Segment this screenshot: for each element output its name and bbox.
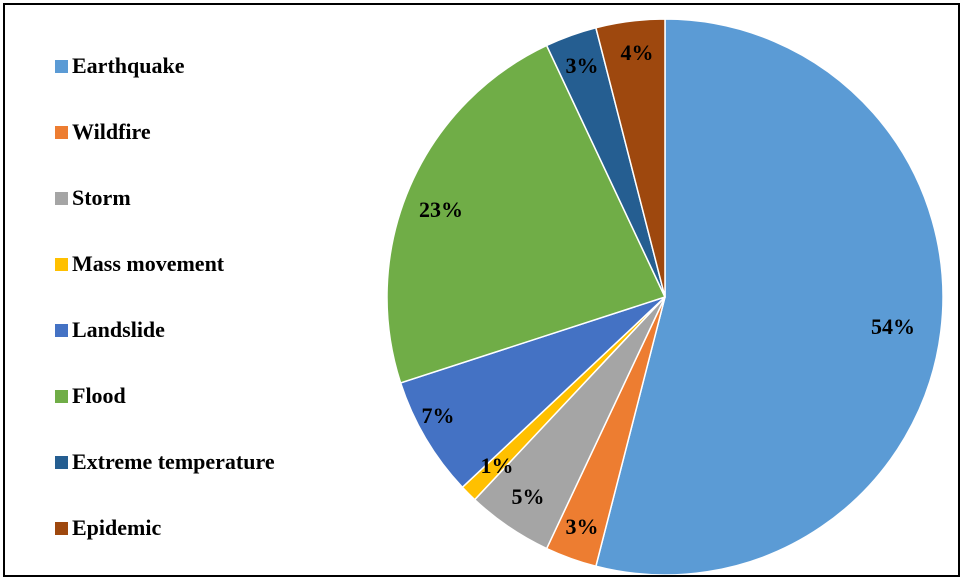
data-label-earthquake: 54% [871, 314, 915, 339]
data-label-mass-movement: 1% [481, 453, 514, 478]
legend-item-epidemic: Epidemic [55, 515, 161, 541]
legend-label: Epidemic [72, 515, 162, 540]
legend-label: Mass movement [72, 251, 225, 276]
legend-item-mass-movement: Mass movement [55, 251, 224, 277]
chart-frame: Earthquake Wildfire Storm Mass movement Land… [3, 3, 960, 577]
legend-item-landslide: Landslide [55, 317, 165, 343]
legend-swatch [55, 191, 68, 205]
legend-label: Landslide [72, 317, 165, 342]
legend-swatch [55, 257, 68, 271]
legend-label: Extreme temperature [72, 449, 275, 474]
legend-swatch [55, 521, 68, 535]
pie-slice-flood [386, 44, 667, 384]
pie-slice-earthquake [594, 18, 944, 575]
legend-item-storm: Storm [55, 185, 131, 211]
pie-slice-epidemic [594, 18, 666, 298]
legend-swatch [55, 125, 68, 139]
data-label-landslide: 7% [422, 403, 455, 428]
data-label-extreme-temperature: 3% [566, 53, 599, 78]
legend-label: Flood [72, 383, 126, 408]
legend-swatch [55, 59, 68, 73]
legend-item-extreme-temperature: Extreme temperature [55, 449, 275, 475]
pie-slice-landslide [399, 296, 666, 489]
legend-swatch [55, 323, 68, 337]
legend-swatch [55, 455, 68, 469]
pie-chart: 54% 3% 5% 1% 7% 23% 3% 4% [386, 18, 944, 575]
data-label-wildfire: 3% [566, 514, 599, 539]
legend-swatch [55, 389, 68, 403]
legend-label: Earthquake [72, 53, 185, 78]
data-label-storm: 5% [512, 484, 545, 509]
data-label-flood: 23% [419, 197, 463, 222]
legend-item-flood: Flood [55, 383, 126, 409]
legend-label: Wildfire [72, 119, 151, 144]
data-label-epidemic: 4% [621, 40, 654, 65]
legend-item-wildfire: Wildfire [55, 119, 151, 145]
legend-label: Storm [72, 185, 131, 210]
legend-item-earthquake: Earthquake [55, 53, 184, 79]
